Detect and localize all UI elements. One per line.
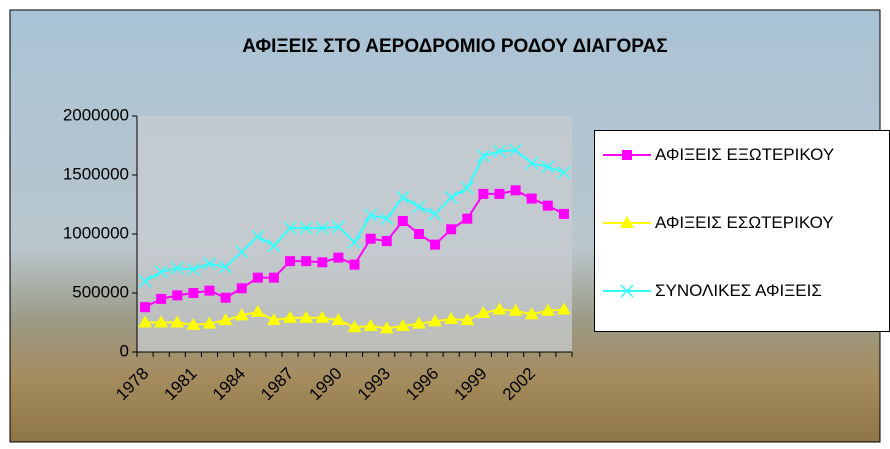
marker — [492, 144, 507, 158]
marker — [266, 313, 281, 326]
marker — [347, 320, 362, 333]
marker — [234, 308, 249, 321]
marker — [267, 239, 281, 253]
marker — [462, 213, 473, 224]
marker — [492, 302, 507, 315]
marker — [299, 221, 313, 235]
legend-symbol — [603, 284, 651, 298]
marker — [494, 188, 505, 199]
legend-label: ΣΥΝΟΛΙΚΕΣ ΑΦΙΞΕΙΣ — [655, 281, 822, 300]
marker — [622, 150, 632, 160]
marker — [138, 315, 153, 328]
marker — [542, 200, 553, 211]
marker — [558, 208, 569, 219]
marker — [315, 310, 330, 323]
marker — [218, 313, 233, 326]
marker — [299, 310, 314, 323]
marker — [283, 221, 297, 235]
marker — [268, 272, 279, 283]
marker — [172, 290, 183, 301]
marker — [526, 193, 537, 204]
marker — [476, 149, 490, 163]
marker — [365, 233, 376, 244]
marker — [364, 208, 378, 222]
marker — [476, 306, 491, 319]
marker — [430, 239, 441, 250]
marker — [395, 319, 410, 332]
marker — [317, 257, 328, 268]
marker — [170, 315, 185, 328]
marker — [525, 156, 539, 170]
marker — [156, 293, 167, 304]
legend: ΑΦΙΞΕΙΣ ΕΞΩΤΕΡΙΚΟΥ ΑΦΙΞΕΙΣ ΕΣΩΤΕΡΙΚΟΥ ΣΥΝΟ… — [594, 130, 890, 332]
marker — [397, 216, 408, 227]
marker — [186, 262, 200, 276]
marker — [154, 265, 168, 279]
marker — [620, 284, 634, 298]
marker — [509, 143, 523, 157]
marker — [446, 224, 457, 235]
marker — [301, 256, 312, 267]
y-tick-label: 1000000 — [63, 223, 129, 242]
marker — [411, 316, 426, 329]
marker — [333, 252, 344, 263]
y-tick-label: 0 — [120, 341, 129, 360]
marker — [413, 229, 424, 239]
marker — [154, 315, 169, 328]
y-tick-label: 500000 — [72, 282, 129, 301]
marker — [428, 314, 443, 327]
marker — [188, 288, 199, 298]
marker — [186, 317, 201, 330]
marker — [140, 302, 151, 313]
marker — [331, 313, 346, 326]
chart-title: ΑΦΙΞΕΙΣ ΣΤΟ ΑΕΡΟΔΡΟΜΙΟ ΡΟΔΟΥ ΔΙΑΓΟΡΑΣ — [242, 36, 667, 57]
legend-symbol — [603, 150, 651, 160]
marker — [235, 245, 249, 259]
marker — [381, 236, 392, 247]
marker — [363, 319, 378, 332]
y-tick-label: 1500000 — [63, 164, 129, 183]
marker — [347, 235, 362, 249]
marker — [252, 272, 263, 283]
marker — [220, 292, 231, 303]
marker — [412, 200, 426, 214]
marker — [460, 181, 474, 195]
marker — [396, 190, 410, 204]
marker — [478, 188, 489, 199]
marker — [331, 220, 345, 234]
marker — [250, 304, 265, 317]
marker — [541, 160, 555, 174]
marker — [460, 313, 475, 326]
marker — [202, 316, 217, 329]
marker — [202, 256, 217, 271]
marker — [557, 166, 571, 180]
marker — [138, 274, 152, 288]
marker — [510, 185, 521, 196]
legend-label: ΑΦΙΞΕΙΣ ΕΞΩΤΕΡΙΚΟΥ — [655, 145, 835, 164]
y-tick-label: 2000000 — [63, 105, 129, 124]
marker — [315, 221, 329, 235]
marker — [285, 256, 296, 267]
marker — [349, 259, 360, 270]
marker — [540, 303, 555, 316]
marker — [524, 307, 539, 320]
marker — [620, 216, 634, 228]
marker — [251, 229, 265, 243]
legend-label: ΑΦΙΞΕΙΣ ΕΣΩΤΕΡΙΚΟΥ — [655, 213, 834, 232]
marker — [170, 261, 184, 275]
marker — [444, 311, 459, 324]
marker — [380, 212, 394, 226]
marker — [379, 321, 394, 334]
marker — [444, 190, 458, 204]
legend-symbol — [603, 216, 651, 228]
marker — [508, 303, 523, 316]
marker — [556, 302, 571, 315]
marker — [283, 310, 298, 323]
marker — [219, 260, 233, 274]
marker — [204, 285, 215, 296]
marker — [428, 207, 442, 221]
marker — [236, 283, 247, 294]
